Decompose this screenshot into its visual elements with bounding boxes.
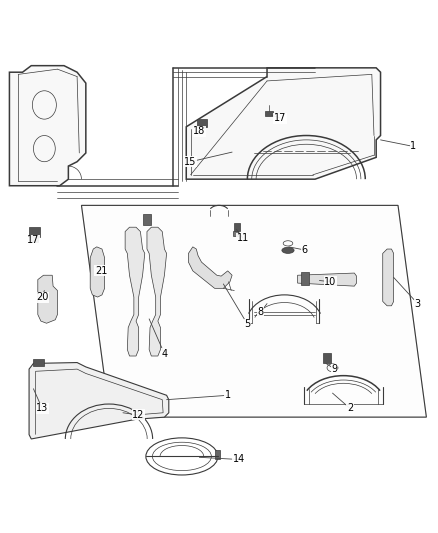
Bar [29, 227, 40, 237]
Bar [323, 352, 331, 364]
Text: 6: 6 [301, 245, 307, 255]
Text: 21: 21 [95, 266, 107, 276]
Text: 20: 20 [36, 292, 48, 302]
Bar [197, 119, 207, 127]
Text: 1: 1 [225, 390, 231, 400]
Polygon shape [10, 66, 86, 185]
Bar [31, 237, 38, 243]
Text: 2: 2 [347, 403, 353, 414]
Polygon shape [188, 247, 232, 288]
Text: 4: 4 [161, 349, 167, 359]
Polygon shape [125, 227, 145, 356]
Text: 11: 11 [237, 233, 249, 243]
Bar [215, 450, 220, 458]
Polygon shape [297, 273, 357, 286]
Polygon shape [383, 249, 394, 306]
Text: 5: 5 [244, 319, 251, 329]
Text: 13: 13 [36, 403, 48, 414]
Bar [143, 214, 151, 225]
Ellipse shape [282, 247, 294, 253]
Bar [33, 359, 44, 366]
Bar [234, 223, 240, 231]
Text: 17: 17 [274, 113, 286, 123]
Polygon shape [29, 362, 169, 439]
Text: 8: 8 [258, 308, 264, 317]
Polygon shape [81, 205, 426, 417]
Polygon shape [38, 275, 57, 323]
Bar [301, 272, 309, 285]
Text: 12: 12 [132, 410, 145, 420]
Text: 18: 18 [193, 126, 205, 136]
Polygon shape [186, 68, 381, 179]
Bar [233, 231, 238, 236]
Text: 10: 10 [324, 277, 336, 287]
Text: 3: 3 [415, 298, 421, 309]
Text: 14: 14 [233, 455, 245, 464]
Polygon shape [90, 247, 105, 297]
Text: 17: 17 [27, 235, 39, 245]
Text: 15: 15 [184, 157, 197, 167]
Polygon shape [147, 227, 166, 356]
Text: 1: 1 [410, 141, 417, 151]
Text: 9: 9 [332, 364, 338, 374]
Bar [265, 111, 273, 116]
